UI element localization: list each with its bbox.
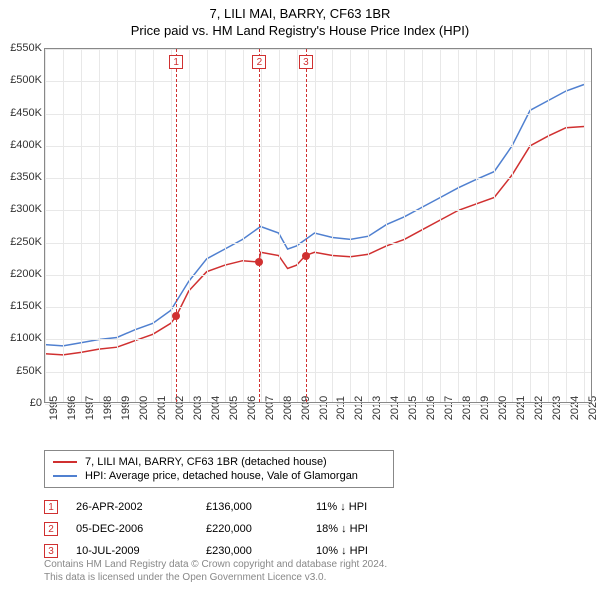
y-tick-label: £100K <box>10 332 42 344</box>
chart-subtitle: Price paid vs. HM Land Registry's House … <box>0 21 600 44</box>
annotation-price: £136,000 <box>206 501 316 513</box>
footer-line: Contains HM Land Registry data © Crown c… <box>44 558 387 571</box>
marker-line <box>306 49 307 402</box>
annotation-date: 10-JUL-2009 <box>76 545 206 557</box>
legend: 7, LILI MAI, BARRY, CF63 1BR (detached h… <box>44 450 394 488</box>
marker-dot <box>302 252 310 260</box>
annotation-table: 1 26-APR-2002£136,00011% ↓ HPI 2 05-DEC-200… <box>44 496 416 562</box>
y-tick-label: £500K <box>10 74 42 86</box>
marker-line <box>176 49 177 402</box>
marker-badge: 3 <box>299 55 313 69</box>
y-tick-label: £400K <box>10 139 42 151</box>
annotation-pct: 18% ↓ HPI <box>316 523 416 535</box>
legend-label: HPI: Average price, detached house, Vale… <box>85 470 358 482</box>
footer-line: This data is licensed under the Open Gov… <box>44 571 387 584</box>
y-tick-label: £200K <box>10 268 42 280</box>
y-tick-label: £450K <box>10 107 42 119</box>
annotation-price: £230,000 <box>206 545 316 557</box>
legend-swatch <box>53 475 77 477</box>
plot-area: 1 2 3 <box>44 48 592 403</box>
footer-attribution: Contains HM Land Registry data © Crown c… <box>44 558 387 584</box>
marker-dot <box>172 312 180 320</box>
y-tick-label: £300K <box>10 203 42 215</box>
annotation-marker: 1 <box>44 500 58 514</box>
y-tick-label: £0 <box>30 397 42 409</box>
y-tick-label: £50K <box>16 365 42 377</box>
marker-dot <box>255 258 263 266</box>
annotation-marker: 2 <box>44 522 58 536</box>
y-tick-label: £350K <box>10 171 42 183</box>
annotation-price: £220,000 <box>206 523 316 535</box>
annotation-marker: 3 <box>44 544 58 558</box>
legend-row: HPI: Average price, detached house, Vale… <box>53 469 385 483</box>
annotation-pct: 10% ↓ HPI <box>316 545 416 557</box>
chart-title: 7, LILI MAI, BARRY, CF63 1BR <box>0 0 600 21</box>
chart-container: 7, LILI MAI, BARRY, CF63 1BR Price paid … <box>0 0 600 590</box>
annotation-pct: 11% ↓ HPI <box>316 501 416 513</box>
line-chart-svg <box>45 49 593 404</box>
y-tick-label: £150K <box>10 300 42 312</box>
legend-swatch <box>53 461 77 463</box>
marker-badge: 2 <box>252 55 266 69</box>
annotation-row: 1 26-APR-2002£136,00011% ↓ HPI <box>44 496 416 518</box>
annotation-row: 2 05-DEC-2006£220,00018% ↓ HPI <box>44 518 416 540</box>
y-tick-label: £550K <box>10 42 42 54</box>
y-tick-label: £250K <box>10 236 42 248</box>
marker-line <box>259 49 260 402</box>
marker-badge: 1 <box>169 55 183 69</box>
annotation-date: 05-DEC-2006 <box>76 523 206 535</box>
legend-label: 7, LILI MAI, BARRY, CF63 1BR (detached h… <box>85 456 327 468</box>
legend-row: 7, LILI MAI, BARRY, CF63 1BR (detached h… <box>53 455 385 469</box>
annotation-date: 26-APR-2002 <box>76 501 206 513</box>
